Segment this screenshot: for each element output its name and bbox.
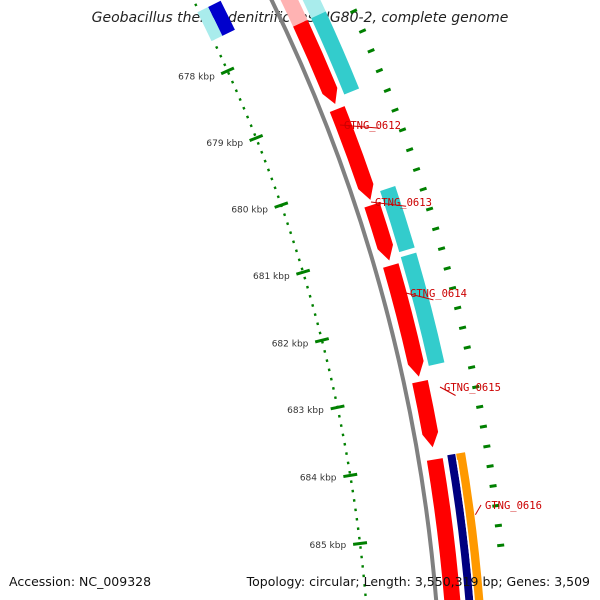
dark-feature [447,453,474,600]
ruler-major-tick [352,541,368,546]
gene-callout-line [439,386,456,396]
cds-reverse [400,252,445,366]
outer-tick [412,166,421,173]
outer-tick-marks [349,8,505,548]
cds-reverse [380,186,415,253]
outer-tick [425,206,434,212]
ruler-major-tick [274,201,289,209]
outer-tick [358,28,367,34]
feature-gap [456,459,475,600]
outer-tick [475,404,484,409]
cds-forward [329,106,374,200]
outer-tick [483,444,491,449]
gene-callout-line [339,124,379,129]
ruler-tick-label: 684 kbp [300,474,337,484]
gene-label: GTNG_0614 [410,288,467,300]
outer-tick [453,305,462,311]
outer-tick [437,246,446,252]
outer-tick [463,345,471,350]
cds-forward [364,202,393,261]
outer-tick [405,147,414,153]
outer-tick [419,186,427,192]
outer-tick [458,325,467,331]
ruler-tick-label: 678 kbp [178,73,215,83]
outer-tick [383,87,392,94]
outer-tick [492,503,500,508]
ruler-tick-label: 683 kbp [287,406,324,416]
ruler-ticks: 678 kbp 679 kbp 680 kbp 681 kbp 682 kbp 683 k… [178,66,368,551]
outer-tick [443,266,451,271]
outer-tick [391,107,399,113]
cds-forward [426,458,461,600]
gene-label: GTNG_0615 [444,382,501,394]
outer-tick [489,483,497,488]
cds-forward-faded [280,0,308,27]
outer-tick [398,127,407,133]
genome-summary: Topology: circular; Length: 3,550,319 bp… [246,574,590,589]
outer-tick [497,543,505,548]
outer-tick [367,48,375,54]
outer-tick [349,8,358,15]
ruler-major-tick [330,404,345,411]
ruler-major-tick [249,133,264,142]
outer-tick [479,424,488,429]
ruler-tick-label: 680 kbp [231,206,268,216]
cds-reverse-faded [197,7,223,42]
ruler-tick-label: 681 kbp [253,272,290,282]
ruler-major-tick [343,472,358,479]
cds-reverse [311,11,360,95]
cds-forward [293,19,338,104]
ruler-major-tick [295,268,311,276]
ruler-major-tick [314,337,330,344]
outer-tick [375,67,384,74]
dark-feature [208,0,235,36]
gene-callout-line [474,504,482,516]
gene-callout-line [370,201,407,207]
outer-tick [431,226,440,232]
ruler-tick-label: 682 kbp [272,340,309,350]
outer-tick [448,285,457,291]
ruler-tick-label: 685 kbp [310,541,347,551]
ruler-tick-label: 679 kbp [206,139,243,149]
gene-label: GTNG_0616 [485,500,542,512]
backbone-line [269,0,439,600]
outer-tick [486,464,494,469]
ruler-major-tick [220,66,235,76]
gene-callout-line [405,292,434,301]
outer-tick [467,365,476,370]
gene-label: GTNG_0613 [375,197,432,209]
outer-tick [494,523,503,528]
gene-label: GTNG_0612 [344,120,401,132]
cds-forward [383,263,424,377]
outer-tick [472,384,480,390]
accession-label: Accession: NC_009328 [9,574,152,589]
cds-forward [412,380,439,448]
ruler-dotted-arc [191,0,368,600]
orange-feature [456,452,484,600]
